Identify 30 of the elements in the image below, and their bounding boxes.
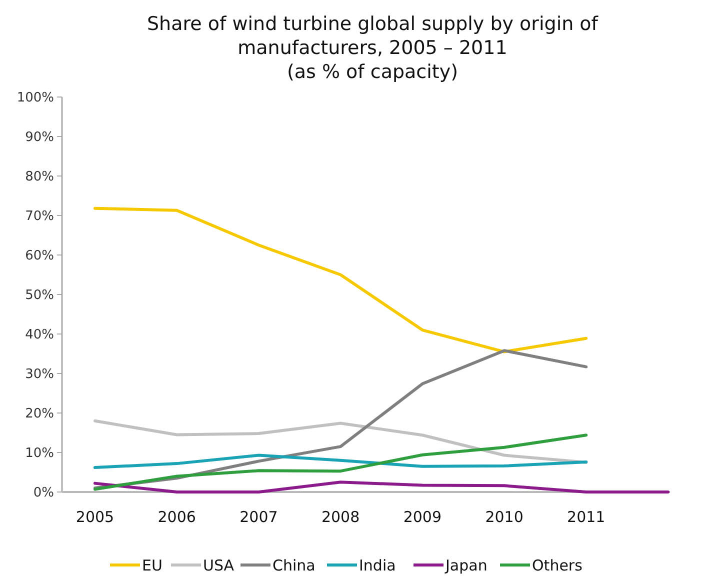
legend-label: India — [359, 556, 396, 574]
line-series — [94, 480, 670, 494]
y-tick-label: 100% — [16, 90, 54, 106]
chart-title: Share of wind turbine global supply by origin of manufacturers, 2005 – 2011 (as % of capacity) — [147, 13, 600, 83]
legend-label: USA — [203, 556, 235, 574]
line-series — [94, 434, 588, 491]
legend-label: Others — [532, 556, 583, 574]
legend-label: China — [272, 556, 316, 574]
line-series — [94, 206, 588, 354]
y-tick-label: 0% — [33, 486, 54, 501]
y-tick-label: 40% — [25, 328, 54, 343]
y-tick-label: 60% — [25, 248, 54, 264]
x-tick-label: 2007 — [240, 508, 278, 526]
legend-label: EU — [142, 556, 162, 574]
line-series — [94, 419, 588, 464]
line-series — [94, 454, 588, 470]
y-tick-label: 30% — [25, 367, 54, 382]
y-tick-label: 80% — [25, 170, 54, 185]
x-tick-label: 2011 — [567, 508, 606, 526]
x-tick-label: 2005 — [76, 508, 114, 526]
legend-label: Japan — [444, 556, 488, 574]
y-tick-label: 70% — [25, 209, 54, 224]
x-tick-label: 2008 — [321, 508, 360, 526]
x-tick-label: 2009 — [403, 508, 442, 526]
x-tick-label: 2006 — [158, 508, 196, 526]
x-tick-label: 2010 — [485, 508, 524, 526]
y-tick-label: 10% — [25, 446, 54, 462]
y-tick-label: 20% — [25, 406, 54, 422]
y-tick-label: 50% — [25, 288, 54, 304]
y-tick-label: 90% — [25, 130, 54, 146]
